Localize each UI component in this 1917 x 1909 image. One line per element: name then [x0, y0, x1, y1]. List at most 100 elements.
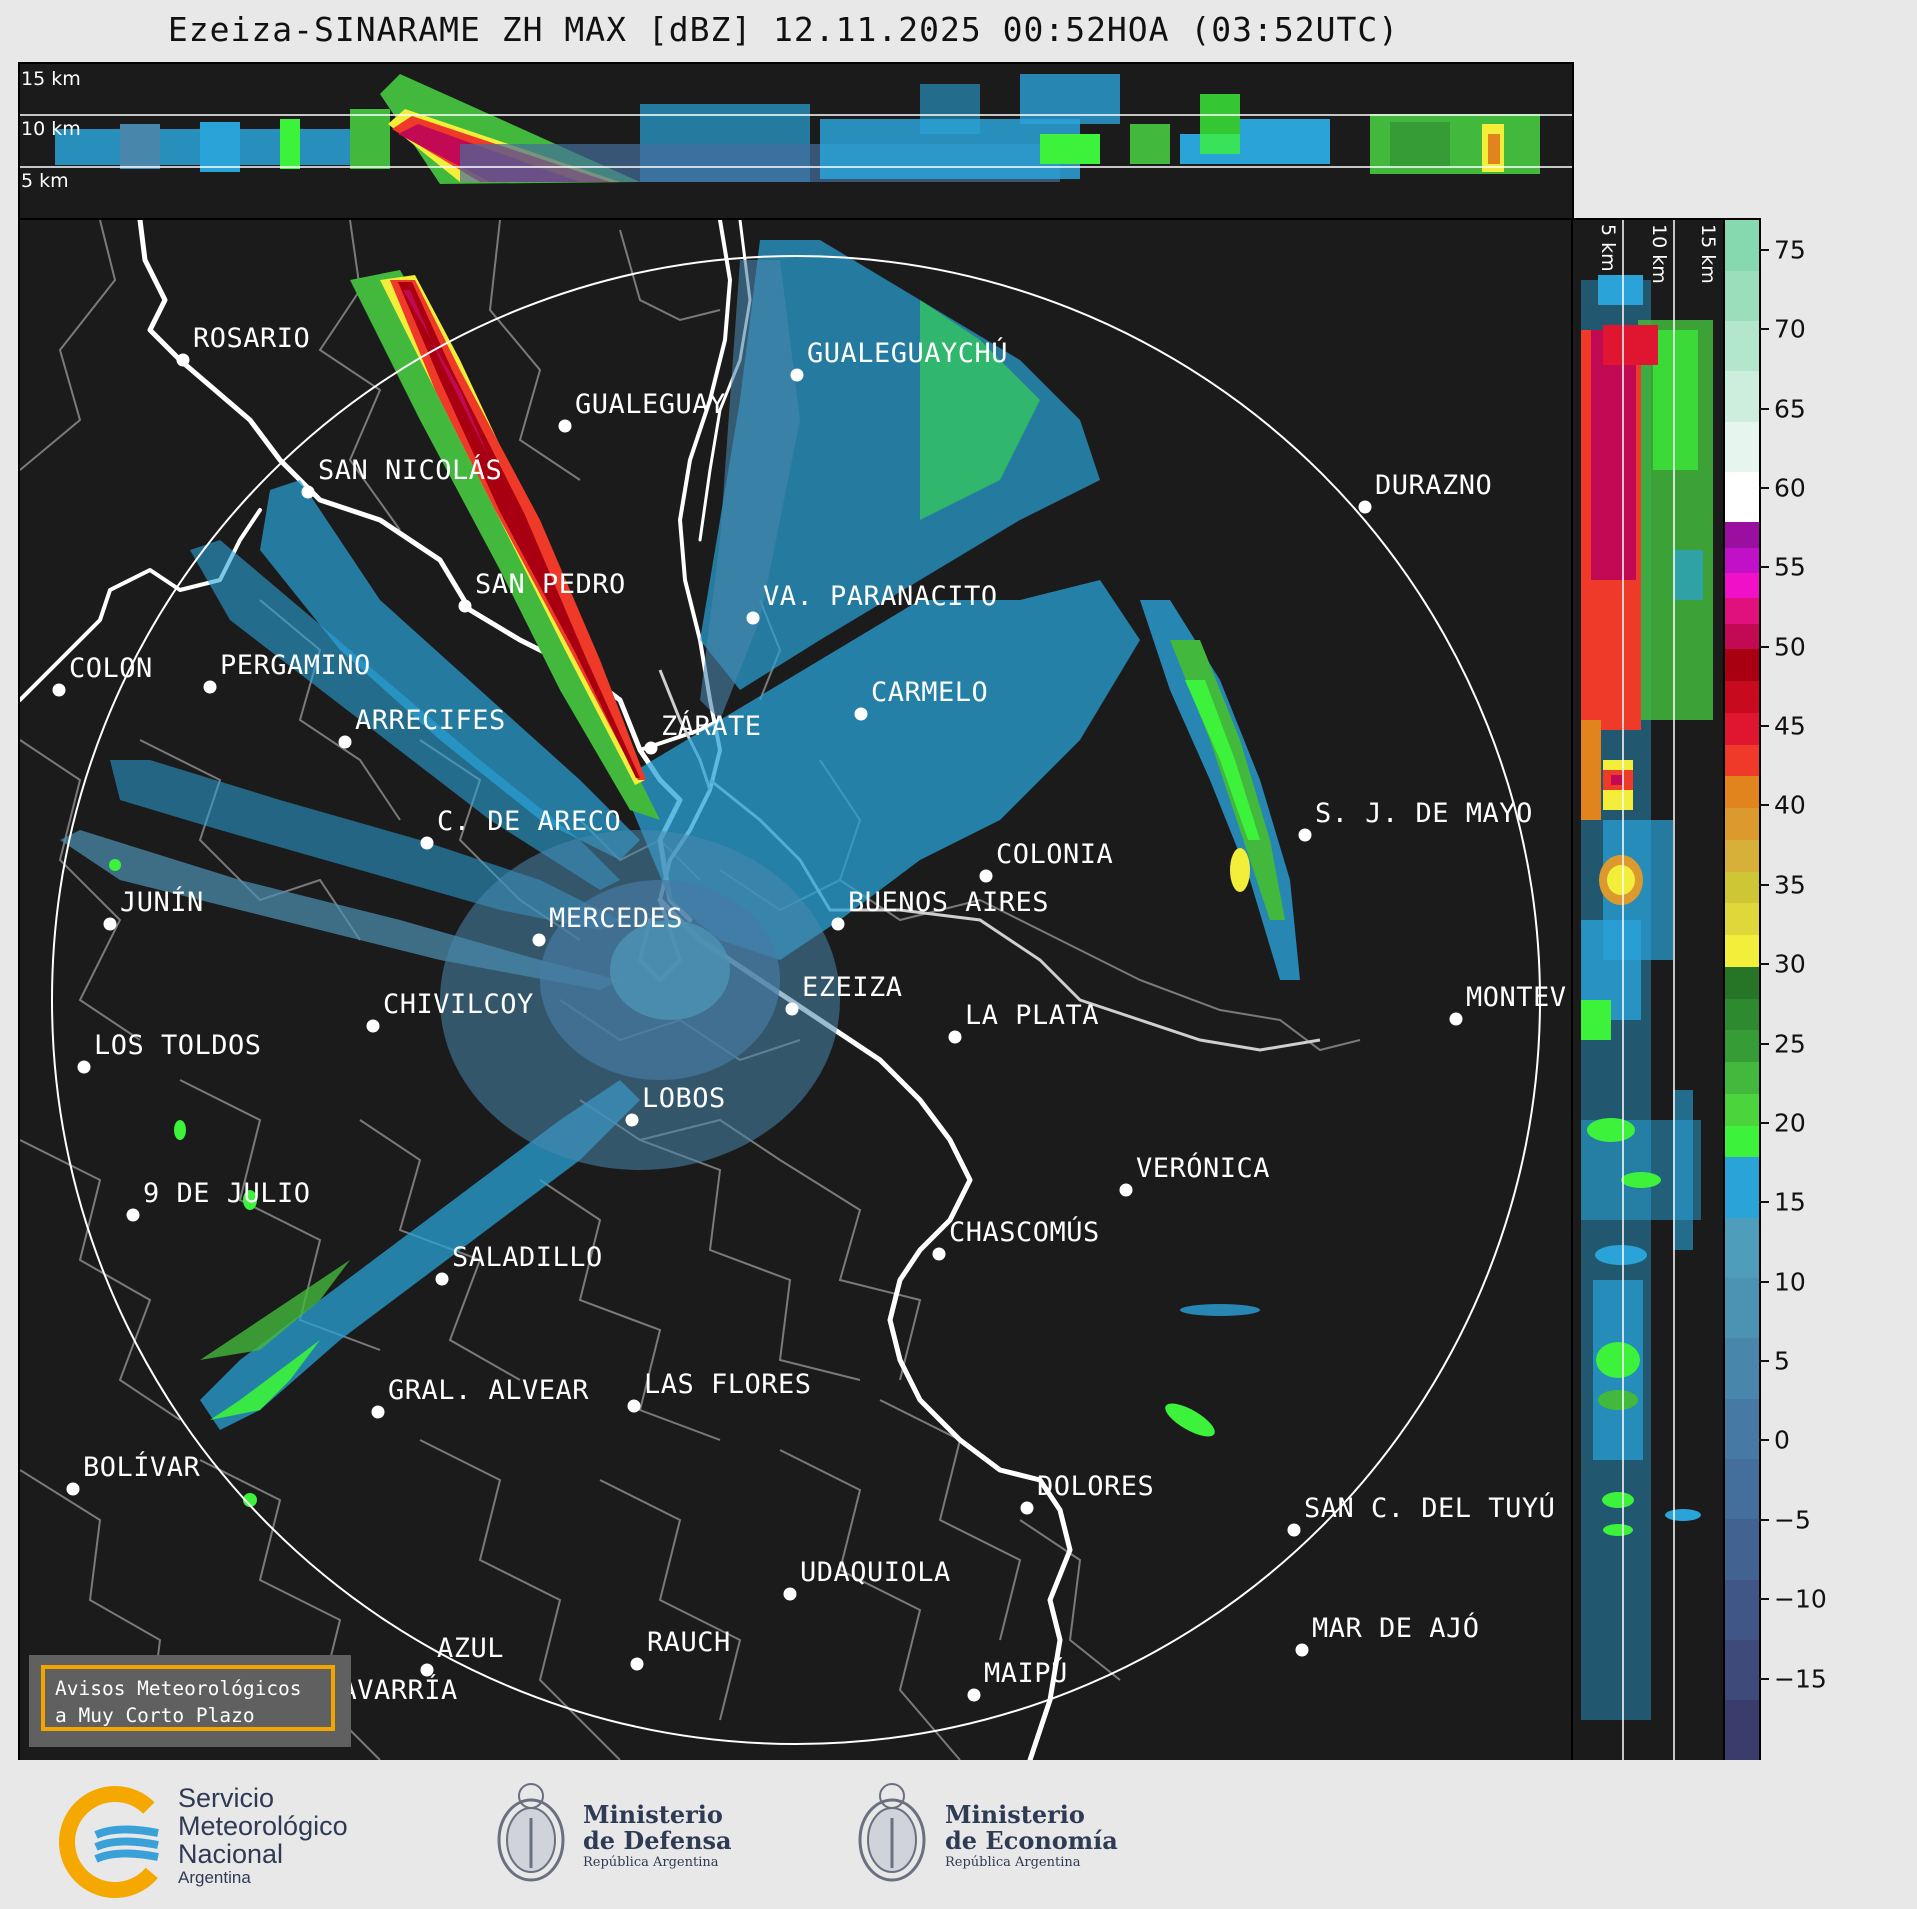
city-label: C. DE ARECO	[437, 806, 622, 837]
city-marker	[176, 353, 190, 367]
city-marker	[1298, 828, 1312, 842]
city-label: LOS TOLDOS	[94, 1030, 262, 1061]
colorbar-segment	[1725, 966, 1759, 999]
altitude-label-5km: 5 km	[21, 170, 69, 192]
city-marker	[627, 1399, 641, 1413]
colorbar-tick	[1759, 725, 1769, 728]
city-label: LA PLATA	[965, 1000, 1100, 1031]
city-label: GRAL. ALVEAR	[388, 1375, 590, 1406]
colorbar-tick	[1759, 328, 1769, 331]
alert-link[interactable]: Avisos Meteorológicos a Muy Corto Plazo	[41, 1665, 335, 1731]
colorbar-tick-label: 35	[1774, 870, 1806, 900]
side-altitude-profile: 5 km 10 km 15 km	[1571, 218, 1725, 1762]
city-marker	[1119, 1183, 1133, 1197]
city-label: GUALEGUAYCHÚ	[807, 338, 1009, 369]
colorbar-tick	[1759, 645, 1769, 648]
city-marker	[630, 1657, 644, 1671]
city-marker	[854, 707, 868, 721]
colorbar-tick	[1759, 963, 1769, 966]
city-marker	[420, 1663, 434, 1677]
economia-line-2: de Economía	[945, 1826, 1118, 1855]
colorbar-tick	[1759, 1677, 1769, 1680]
city-label: 9 DE JULIO	[143, 1178, 311, 1209]
alert-box[interactable]: Avisos Meteorológicos a Muy Corto Plazo	[29, 1655, 351, 1747]
altitude-label-10km: 10 km	[21, 118, 81, 140]
colorbar-segment	[1725, 220, 1759, 271]
city-marker	[790, 368, 804, 382]
city-label: SAN C. DEL TUYÚ	[1304, 1493, 1556, 1524]
city-marker	[932, 1247, 946, 1261]
colorbar-tick	[1759, 248, 1769, 251]
colorbar-segment	[1725, 1277, 1759, 1339]
smn-line-3: Nacional	[178, 1839, 284, 1869]
city-marker	[77, 1060, 91, 1074]
city-marker	[458, 599, 472, 613]
city-marker	[1287, 1523, 1301, 1537]
colorbar-tick-label: 5	[1774, 1346, 1790, 1376]
colorbar-segment	[1725, 320, 1759, 372]
colorbar-tick-label: −10	[1774, 1584, 1827, 1614]
city-label: MONTEV	[1466, 982, 1567, 1013]
city-marker	[371, 1405, 385, 1419]
chart-title: Ezeiza-SINARAME ZH MAX [dBZ] 12.11.2025 …	[167, 10, 1400, 49]
colorbar-tick	[1759, 883, 1769, 886]
city-label: CHIVILCOY	[383, 989, 534, 1020]
colorbar-segment	[1725, 934, 1759, 967]
city-label: MERCEDES	[549, 903, 684, 934]
colorbar-segment	[1725, 712, 1759, 745]
radar-map[interactable]: ROSARIO GUALEGUAYCHÚ GUALEGUAY SAN NICOL…	[18, 218, 1573, 1762]
city-marker	[948, 1030, 962, 1044]
colorbar-tick	[1759, 486, 1769, 489]
smn-line-2: Meteorológico	[178, 1811, 348, 1841]
colorbar-segment	[1725, 421, 1759, 472]
city-marker	[532, 933, 546, 947]
city-marker	[558, 419, 572, 433]
colorbar-segment	[1725, 839, 1759, 872]
radar-map-graphic	[20, 220, 1541, 1760]
economia-logo-text: Ministerio de Economía República Argenti…	[945, 1802, 1118, 1872]
top-altitude-profile: 15 km 10 km 5 km	[18, 62, 1574, 220]
colorbar-segment	[1725, 597, 1759, 624]
city-label: CHASCOMÚS	[949, 1217, 1100, 1248]
city-marker	[420, 836, 434, 850]
city-marker	[435, 1272, 449, 1286]
city-marker	[103, 917, 117, 931]
altitude-label-15km: 15 km	[21, 68, 81, 90]
side-altitude-label-5km: 5 km	[1597, 224, 1619, 272]
smn-logo-text: Servicio Meteorológico Nacional Argentin…	[178, 1784, 348, 1888]
colorbar-segment	[1725, 270, 1759, 322]
colorbar-segment	[1725, 1458, 1759, 1520]
city-marker	[783, 1587, 797, 1601]
colorbar-segment	[1725, 775, 1759, 808]
colorbar-tick-label: 45	[1774, 711, 1806, 741]
alert-line-1: Avisos Meteorológicos	[55, 1677, 302, 1700]
colorbar-segment	[1725, 1093, 1759, 1126]
defensa-line-3: República Argentina	[583, 1855, 719, 1870]
colorbar-tick-label: −5	[1774, 1505, 1811, 1535]
colorbar-tick-label: 70	[1774, 314, 1806, 344]
city-marker	[831, 917, 845, 931]
smn-line-1: Servicio	[178, 1783, 275, 1813]
city-marker	[785, 1002, 799, 1016]
city-label: S. J. DE MAYO	[1315, 798, 1533, 829]
city-label: CARMELO	[871, 677, 989, 708]
colorbar-tick-label: 20	[1774, 1108, 1806, 1138]
side-altitude-label-15km: 15 km	[1697, 224, 1719, 284]
colorbar-tick-label: 25	[1774, 1029, 1806, 1059]
colorbar-segment	[1725, 1124, 1759, 1158]
colorbar-tick	[1759, 1121, 1769, 1124]
colorbar-tick	[1759, 566, 1769, 569]
city-label: COLON	[69, 653, 153, 684]
defensa-line-2: de Defensa	[583, 1826, 732, 1855]
colorbar-segment	[1725, 743, 1759, 777]
city-label: SALADILLO	[452, 1242, 603, 1273]
city-label: VA. PARANACITO	[763, 581, 998, 612]
side-profile-graphic	[1581, 220, 1713, 1760]
city-marker	[52, 683, 66, 697]
city-marker	[1295, 1643, 1309, 1657]
colorbar-segment	[1725, 1337, 1759, 1399]
defensa-line-1: Ministerio	[583, 1800, 723, 1829]
colorbar-segment	[1725, 1699, 1759, 1760]
city-marker	[625, 1113, 639, 1127]
city-label: SAN NICOLÁS	[318, 455, 503, 486]
